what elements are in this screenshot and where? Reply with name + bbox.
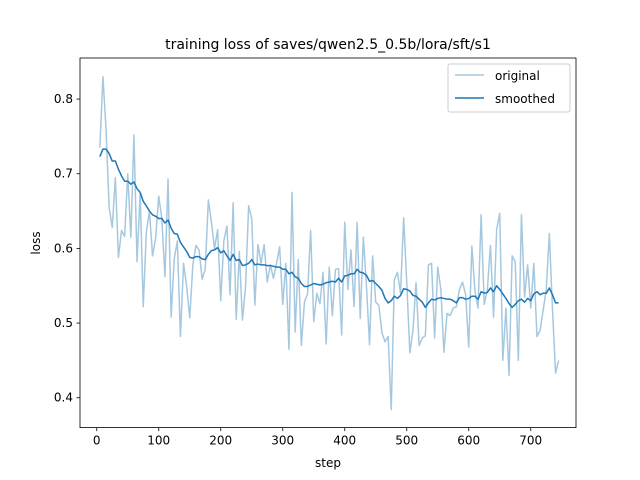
x-tick-label: 400 bbox=[333, 434, 356, 448]
x-axis: 0 100 200 300 400 500 600 700 bbox=[93, 427, 542, 448]
x-tick-label: 300 bbox=[271, 434, 294, 448]
y-tick-label: 0.4 bbox=[54, 391, 73, 405]
y-tick-label: 0.8 bbox=[54, 92, 73, 106]
legend: original smoothed bbox=[447, 63, 571, 113]
x-tick-label: 600 bbox=[457, 434, 480, 448]
x-tick-label: 0 bbox=[93, 434, 101, 448]
series-line-original bbox=[99, 75, 560, 411]
axes-frame bbox=[79, 57, 577, 429]
legend-label-smoothed: smoothed bbox=[495, 92, 555, 106]
y-axis: 0.4 0.5 0.6 0.7 0.8 bbox=[54, 92, 80, 405]
legend-box bbox=[447, 63, 571, 113]
y-tick-label: 0.7 bbox=[54, 167, 73, 181]
x-tick-label: 200 bbox=[209, 434, 232, 448]
plot-area bbox=[99, 75, 560, 411]
y-tick-label: 0.6 bbox=[54, 241, 73, 255]
x-tick-label: 100 bbox=[147, 434, 170, 448]
legend-label-original: original bbox=[495, 69, 540, 83]
x-tick-label: 500 bbox=[395, 434, 418, 448]
x-axis-label: step bbox=[315, 456, 341, 470]
x-tick-label: 700 bbox=[519, 434, 542, 448]
chart-title: training loss of saves/qwen2.5_0.5b/lora… bbox=[165, 37, 491, 53]
y-tick-label: 0.5 bbox=[54, 316, 73, 330]
series-line-smoothed bbox=[99, 148, 559, 309]
y-axis-label: loss bbox=[29, 231, 43, 254]
